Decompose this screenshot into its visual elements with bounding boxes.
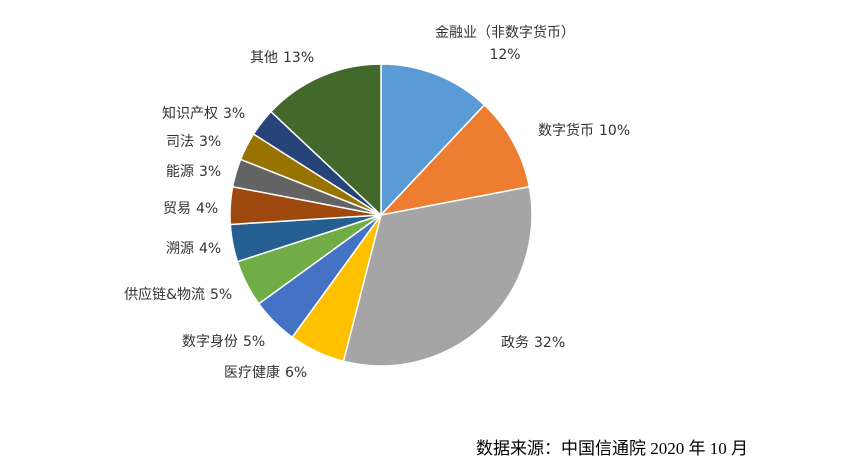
slice-label: 能源 (166, 164, 194, 180)
slice-label: 金融业（非数字货币） (435, 24, 575, 41)
slice-label: 司法 (166, 134, 194, 150)
value-label: 12% (489, 47, 520, 63)
value-label: 4% (196, 201, 218, 217)
slice-label: 政务 (501, 335, 529, 351)
slice-label: 其他 (250, 50, 278, 66)
value-label: 3% (223, 106, 245, 122)
slice-label: 知识产权 (162, 105, 218, 122)
pie-slice (378, 103, 531, 217)
value-label: 3% (199, 134, 221, 150)
pie-slice (380, 63, 486, 217)
value-label: 13% (283, 50, 314, 66)
slice-label: 数字身份 (182, 334, 238, 350)
value-label: 3% (199, 164, 221, 180)
slice-label: 医疗健康 (224, 364, 280, 381)
value-label: 5% (243, 334, 265, 350)
slice-label: 数字货币 (538, 122, 594, 139)
slice-label: 供应链&物流 (124, 286, 205, 303)
value-label: 10% (599, 123, 630, 139)
value-label: 4% (199, 241, 221, 257)
source-note: 数据来源：中国信通院 2020 年 10 月 (476, 439, 748, 458)
slice-label: 贸易 (163, 201, 191, 217)
pie-slice (269, 63, 382, 217)
slice-label: 溯源 (166, 241, 194, 257)
value-label: 6% (285, 365, 307, 381)
value-label: 5% (210, 287, 232, 303)
pie-slice (342, 185, 533, 367)
value-label: 32% (534, 335, 565, 351)
